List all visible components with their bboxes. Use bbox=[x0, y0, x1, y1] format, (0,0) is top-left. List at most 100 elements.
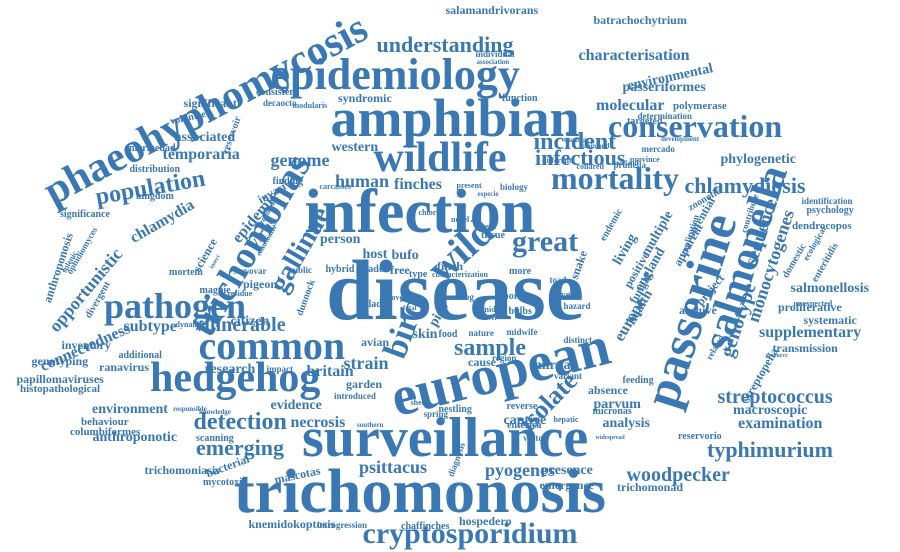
word-enfermedad: enfermedad bbox=[124, 143, 176, 154]
word-vulnerable: vulnerable bbox=[194, 314, 286, 336]
word-hepatic: hepatic bbox=[553, 415, 579, 424]
word-responsible: responsible bbox=[173, 404, 207, 413]
word-great: great bbox=[512, 225, 579, 258]
word-reverse: reverse bbox=[506, 401, 538, 412]
word-infection: infection bbox=[304, 178, 536, 246]
word-bulbs: bulbs bbox=[508, 306, 532, 317]
word-genome: genome bbox=[270, 150, 330, 170]
word-hazard: hazard bbox=[563, 300, 591, 311]
word-human: human bbox=[335, 171, 390, 191]
word-dove: dove bbox=[387, 293, 403, 302]
word-servovar: servovar bbox=[233, 265, 267, 276]
word-individual: individual bbox=[475, 48, 515, 59]
word-subtype: subtype bbox=[123, 318, 177, 335]
word-southern: southern bbox=[357, 420, 384, 429]
word-western: western bbox=[331, 140, 379, 155]
word-salamandrivorans: salamandrivorans bbox=[445, 3, 539, 17]
word-different: different bbox=[542, 156, 572, 165]
word-biology: biology bbox=[500, 181, 529, 192]
word-fatal: fatal bbox=[403, 303, 417, 312]
word-common: common bbox=[198, 323, 346, 368]
word-salmonellosis: salmonellosis bbox=[790, 281, 870, 296]
word-dynamic: dynamic bbox=[175, 320, 205, 329]
word-introgression: introgression bbox=[317, 519, 368, 530]
word-parvum: parvum bbox=[593, 397, 641, 412]
word-type: type bbox=[409, 269, 428, 280]
word-dunnock: dunnock bbox=[294, 278, 318, 318]
word-hospedero: hospedero bbox=[459, 514, 512, 528]
word-associated: associated bbox=[174, 130, 236, 145]
word-temporaria: temporaria bbox=[162, 146, 240, 163]
word-kingdom: kingdom bbox=[136, 191, 174, 202]
word-development: development bbox=[661, 134, 700, 143]
word-nature: nature bbox=[468, 327, 494, 338]
word-research: research bbox=[204, 362, 256, 377]
word-analysis: analysis bbox=[602, 416, 650, 431]
word-chlamydiosis: chlamydiosis bbox=[684, 173, 806, 198]
word-macroscopic: macroscopic bbox=[733, 403, 808, 418]
word-columbiformes: columbiformes bbox=[70, 425, 141, 438]
word-disease: disease bbox=[326, 242, 584, 338]
word-widespread: widespread bbox=[595, 435, 625, 441]
word-mortality: mortality bbox=[551, 160, 679, 196]
word-significant: significant bbox=[183, 96, 237, 110]
word-psychology: psychology bbox=[806, 205, 854, 216]
word-carcasses: carcasses bbox=[319, 182, 351, 191]
word-public: public bbox=[288, 264, 313, 275]
word-inventory: inventory bbox=[61, 338, 111, 352]
word-toad: toad bbox=[549, 274, 567, 285]
word-supplementary: supplementary bbox=[759, 324, 862, 341]
word-trade: trade bbox=[360, 264, 384, 275]
word-cause: cause bbox=[468, 355, 496, 369]
word-examination: examination bbox=[738, 415, 823, 432]
word-trichomonad: trichomonad bbox=[617, 480, 683, 494]
word-trichomonosis: trichomonosis bbox=[234, 458, 606, 526]
word-chlamydia: chlamydia bbox=[126, 196, 197, 247]
word-genotyping: genotyping bbox=[31, 354, 89, 368]
word-strain: strain bbox=[343, 353, 389, 373]
word-necrosis: necrosis bbox=[290, 414, 346, 431]
word-streptococcus: streptococcus bbox=[717, 386, 833, 408]
word-modularis: modularis bbox=[292, 101, 328, 110]
word-distinct: distinct bbox=[563, 334, 593, 345]
word-mortem: mortem bbox=[169, 267, 203, 278]
word-mercado: mercado bbox=[641, 143, 675, 154]
word-archive: archive bbox=[679, 303, 717, 317]
word-chaffinches: chaffinches bbox=[401, 521, 450, 532]
word-association: association bbox=[476, 57, 510, 66]
word-feeding: feeding bbox=[622, 375, 654, 386]
word-identification: identification bbox=[801, 195, 853, 206]
word-skin: skin bbox=[412, 327, 438, 342]
word-impact: impact bbox=[266, 363, 294, 374]
word-mainland: mainland bbox=[581, 141, 610, 150]
word-pigeon: pigeon bbox=[243, 277, 278, 291]
word-report: report bbox=[494, 291, 522, 302]
word-emergence: emergence bbox=[539, 478, 595, 492]
word-trichomoniasis: trichomoniasis bbox=[144, 463, 220, 477]
word-reveal: reveal bbox=[552, 290, 578, 301]
word-bufo: bufo bbox=[391, 248, 419, 263]
word-nestling: nestling bbox=[438, 404, 472, 415]
word-resource: resource bbox=[766, 353, 788, 359]
word-woodpecker: woodpecker bbox=[626, 464, 730, 486]
word-incident: incident bbox=[533, 129, 617, 155]
word-captive: captive bbox=[503, 413, 547, 428]
word-person: person bbox=[320, 232, 361, 247]
word-chloris: chloris bbox=[418, 208, 442, 217]
word-finding: finding bbox=[272, 176, 304, 187]
word-anthroponotic: anthroponotic bbox=[92, 430, 178, 445]
word-polymerase: polymerase bbox=[673, 99, 727, 112]
word-absence: absence bbox=[588, 383, 628, 397]
word-molecular: molecular bbox=[596, 97, 665, 114]
word-level: level bbox=[483, 313, 497, 322]
word-detection: detection bbox=[193, 409, 287, 435]
word-systematic: systematic bbox=[803, 313, 857, 327]
word-surveillance: surveillance bbox=[302, 407, 589, 469]
word-residue: residue bbox=[227, 289, 253, 298]
word-micronas: micronas bbox=[592, 406, 632, 417]
word-environment: environment bbox=[92, 402, 168, 417]
word-province: province bbox=[630, 155, 660, 164]
word-sheep: sheep bbox=[410, 398, 430, 407]
word-passeriformes: passeriformes bbox=[622, 80, 706, 95]
word-decaocto: decaocto bbox=[263, 97, 297, 108]
